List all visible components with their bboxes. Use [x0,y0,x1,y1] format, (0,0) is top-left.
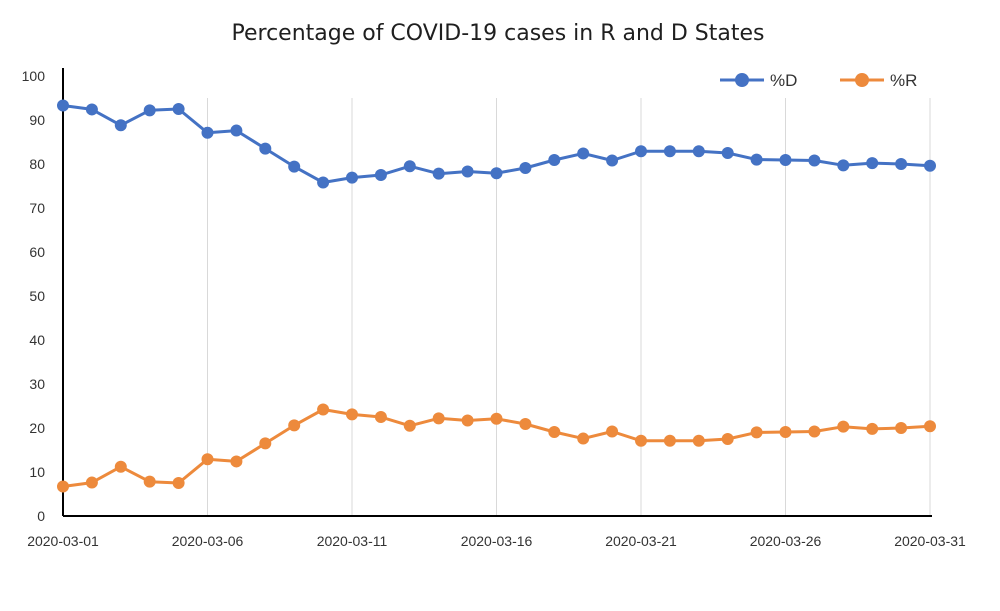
data-point [259,437,272,450]
y-tick-label-60: 60 [29,244,45,260]
axes: 0 10 20 30 40 50 60 70 80 90 100 2020-03-01 2020-03-… [22,68,966,549]
data-point [288,160,301,173]
data-point [779,154,792,167]
data-point [374,169,387,181]
data-point [750,426,763,439]
data-point [288,419,301,432]
data-point [403,160,416,173]
data-point [721,147,734,159]
data-point [808,425,821,438]
x-tick-label-2020-03-26: 2020-03-26 [750,533,822,549]
data-point [432,412,445,425]
series-2 [57,403,936,493]
data-point [57,99,69,112]
x-tick-label-2020-03-11: 2020-03-11 [317,533,388,549]
y-tick-label-80: 80 [29,156,45,172]
data-point [461,414,474,427]
data-point [548,425,561,438]
data-point [750,153,763,166]
data-point [201,453,214,466]
data-point [895,422,908,434]
data-point [577,147,590,160]
data-point [866,422,879,435]
data-point [259,142,272,155]
data-point [403,419,416,432]
data-point [432,167,445,180]
data-point [317,403,330,416]
y-tick-label-70: 70 [29,200,45,216]
data-point [721,433,734,445]
data-point [346,171,358,184]
data-point [85,476,98,489]
data-point [692,145,705,158]
data-point [548,154,561,167]
y-tick-label-30: 30 [29,376,45,392]
x-tick-label-2020-03-01: 2020-03-01 [27,533,99,549]
x-tick-label-2020-03-21: 2020-03-21 [605,533,677,549]
x-tick-label-2020-03-31: 2020-03-31 [894,533,966,549]
legend-entry-2: %R [840,71,917,90]
x-tick-label-2020-03-16: 2020-03-16 [461,533,533,549]
data-point [143,475,156,488]
data-point [837,159,850,172]
data-point [490,167,503,180]
y-tick-label-40: 40 [29,332,45,348]
data-point [635,145,647,158]
data-point [519,161,532,174]
chart-title: Percentage of COVID-19 cases in R and D … [231,21,764,46]
y-tick-label-50: 50 [29,288,45,304]
data-point [606,425,619,438]
legend-marker [855,73,869,87]
data-point [114,460,127,473]
data-point [779,425,792,438]
data-point [808,154,821,167]
data-point [85,103,98,116]
legend-entry-1: %D [720,71,797,90]
y-tick-label-100: 100 [22,68,46,84]
data-point [663,145,676,158]
data-point [895,158,908,170]
data-point [57,480,69,493]
data-point [172,103,185,115]
legend-label: %R [890,71,917,90]
data-point [663,434,676,447]
legend-marker [735,73,749,87]
data-point [924,159,936,172]
data-point [374,411,387,423]
series-area [57,99,936,493]
data-point [114,119,127,132]
data-point [519,418,532,431]
data-point [201,126,214,139]
data-point [172,477,185,489]
legend-label: %D [770,71,797,90]
data-point [837,420,850,433]
data-point [490,412,503,425]
data-point [230,124,243,137]
data-point [635,434,647,447]
data-point [866,157,879,170]
data-point [577,432,590,445]
series-1 [57,99,936,189]
y-tick-label-10: 10 [29,464,45,480]
data-point [317,176,330,189]
data-point [461,165,474,178]
data-point [143,104,156,117]
data-point [346,408,358,421]
y-tick-label-90: 90 [29,112,45,128]
x-tick-label-2020-03-06: 2020-03-06 [172,533,244,549]
data-point [924,420,936,433]
data-point [606,154,619,167]
data-point [230,455,243,468]
y-tick-label-0: 0 [37,508,45,524]
data-point [692,434,705,447]
y-tick-label-20: 20 [29,420,45,436]
legend: %D %R [720,71,917,90]
